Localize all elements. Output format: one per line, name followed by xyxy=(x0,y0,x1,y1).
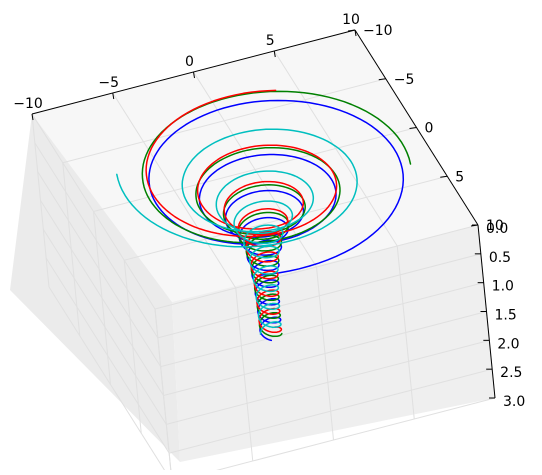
grid-line-y-vertical xyxy=(31,113,50,288)
series-line-2 xyxy=(145,89,338,334)
grid-line-y-vertical xyxy=(154,308,172,475)
grid-line-x-vertical xyxy=(316,266,334,441)
front-pane xyxy=(172,225,495,462)
z-tick-label: 0.0 xyxy=(486,221,508,237)
grid-lines xyxy=(31,50,496,475)
y-tick xyxy=(347,29,356,32)
x-tick xyxy=(273,50,276,58)
y-tick xyxy=(409,127,417,129)
x-tick-label: 5 xyxy=(266,33,275,49)
x-tick xyxy=(193,71,195,79)
grid-line-x-vertical xyxy=(235,287,254,462)
tick-marks xyxy=(31,29,495,399)
x-tick-label: −10 xyxy=(13,96,43,112)
x-tick-label: 10 xyxy=(342,12,360,28)
z-tick-label: 2.5 xyxy=(500,365,522,381)
left-pane xyxy=(10,114,180,462)
x-tick xyxy=(354,29,357,37)
x-tick xyxy=(31,113,34,121)
y-tick-label: 10 xyxy=(486,218,504,234)
series-line-1 xyxy=(141,90,412,338)
grid-line-y-vertical xyxy=(62,162,81,336)
y-tick-label: 5 xyxy=(455,169,464,185)
z-tick-label: 2.0 xyxy=(497,336,519,352)
y-tick xyxy=(440,175,448,178)
x-tick-label: 0 xyxy=(185,54,194,70)
x-tick xyxy=(112,92,115,100)
grid-line-y-vertical xyxy=(93,211,111,385)
grid-line-y-vertical xyxy=(123,260,142,434)
z-tick-label: 0.5 xyxy=(489,250,511,266)
grid-line-y xyxy=(62,78,386,164)
y-tick-label: −5 xyxy=(394,72,415,88)
series-group xyxy=(116,89,412,342)
top-pane xyxy=(32,30,478,302)
y-tick-label: −10 xyxy=(363,23,393,39)
z-tick-label: 1.0 xyxy=(492,279,514,295)
z-tick-label: 1.5 xyxy=(495,308,517,324)
y-tick xyxy=(378,78,386,81)
z-tick-label: 3.0 xyxy=(503,394,525,410)
axes-panes xyxy=(10,30,495,462)
grid-line-y xyxy=(93,127,417,212)
series-line-3 xyxy=(116,128,358,335)
y-tick-label: 0 xyxy=(425,121,434,137)
grid-line-x-vertical xyxy=(396,245,415,420)
x-tick-label: −5 xyxy=(98,75,119,91)
